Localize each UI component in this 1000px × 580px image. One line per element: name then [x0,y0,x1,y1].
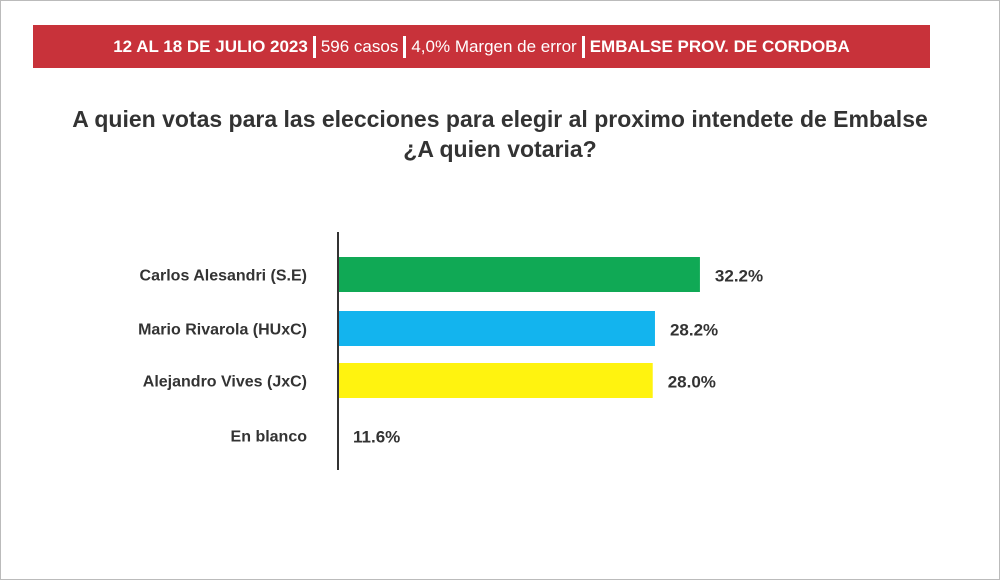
category-label: Carlos Alesandri (S.E) [140,268,307,285]
value-label: 28.2% [670,321,718,340]
header-location: EMBALSE PROV. DE CORDOBA [589,36,850,56]
value-label: 32.2% [715,267,763,286]
separator [312,35,316,58]
header-cases: 596 casos [320,36,399,56]
header-dates: 12 AL 18 DE JULIO 2023 [113,36,308,56]
header-banner: 12 AL 18 DE JULIO 2023 596 casos 4,0% Ma… [33,25,930,68]
header-margin: 4,0% Margen de error [411,36,577,56]
category-label: Alejandro Vives (JxC) [143,374,307,391]
bar [338,311,655,346]
value-label: 11.6% [353,428,400,447]
chart-title: A quien votas para las elecciones para e… [72,106,928,162]
bar [338,418,469,453]
value-label: 28.0% [668,373,716,392]
category-label: Mario Rivarola (HUxC) [138,322,307,339]
category-label: En blanco [231,429,308,446]
separator [403,35,407,58]
separator [581,35,585,58]
bar [338,363,653,398]
bar [338,257,700,292]
